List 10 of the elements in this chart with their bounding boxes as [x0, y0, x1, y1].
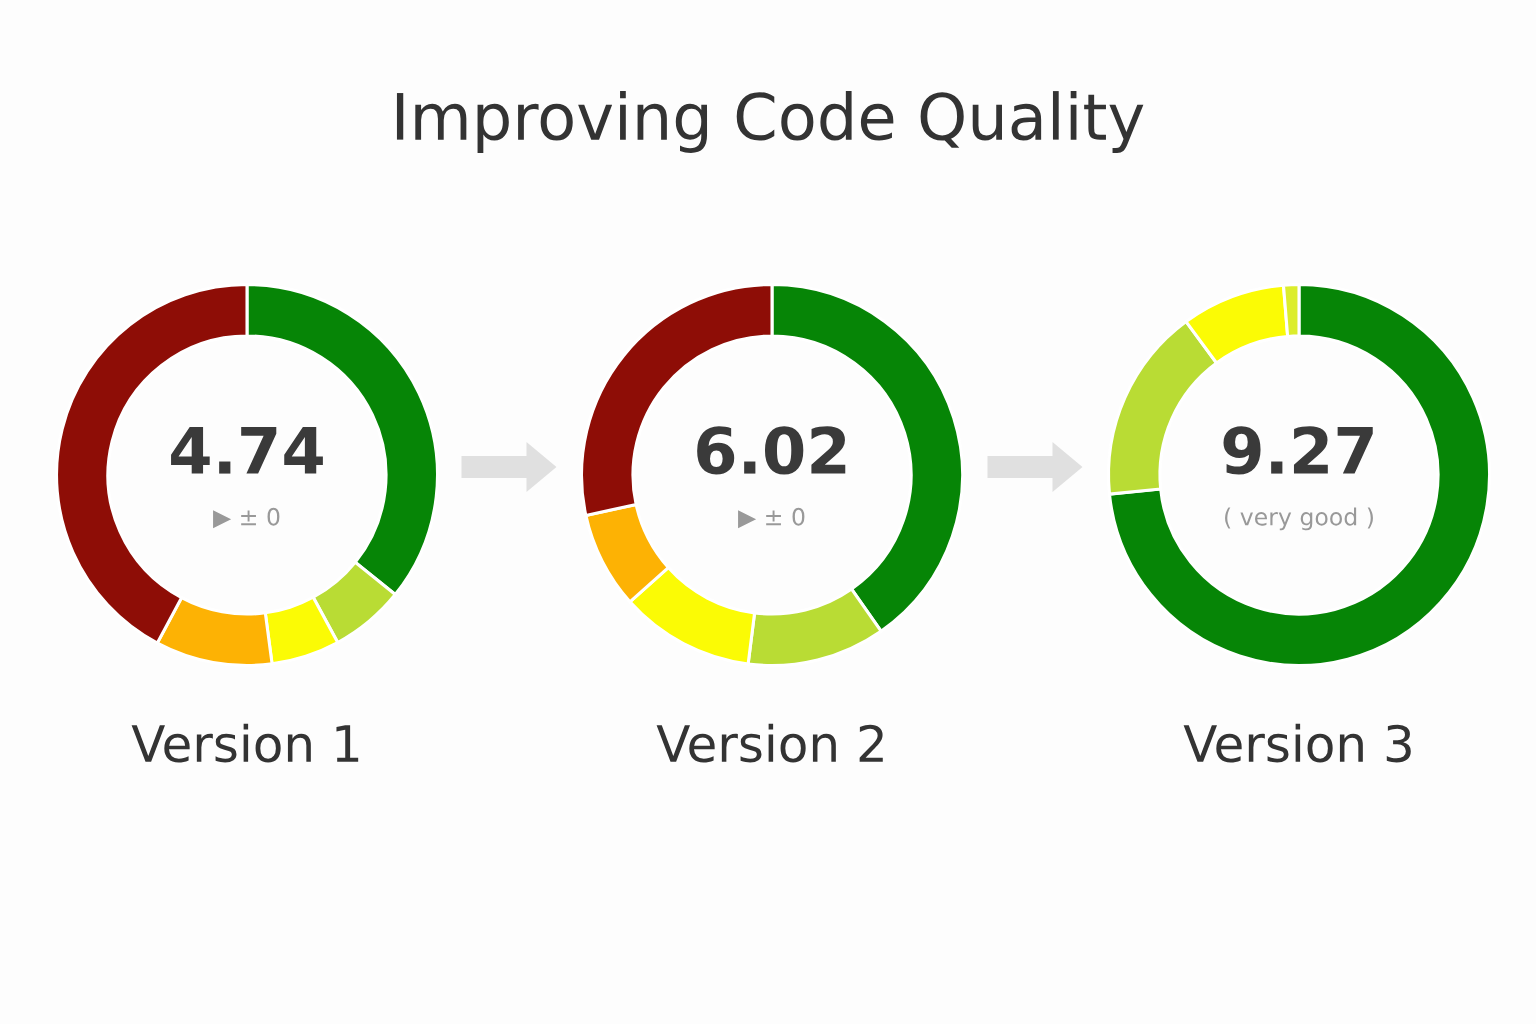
- text: ( very good ): [1225, 507, 1373, 531]
- text: ▶ ± 0: [213, 507, 280, 529]
- text: Version 3: [1183, 723, 1411, 763]
- text: Version 1: [131, 723, 359, 763]
- text: 9.27: [1223, 426, 1373, 475]
- text: 4.74: [171, 427, 323, 474]
- text: Version 2: [656, 723, 883, 763]
- text: ▶ ± 0: [738, 507, 805, 529]
- text: 6.02: [697, 426, 846, 475]
- text: Improving Code Quality: [396, 91, 1144, 153]
